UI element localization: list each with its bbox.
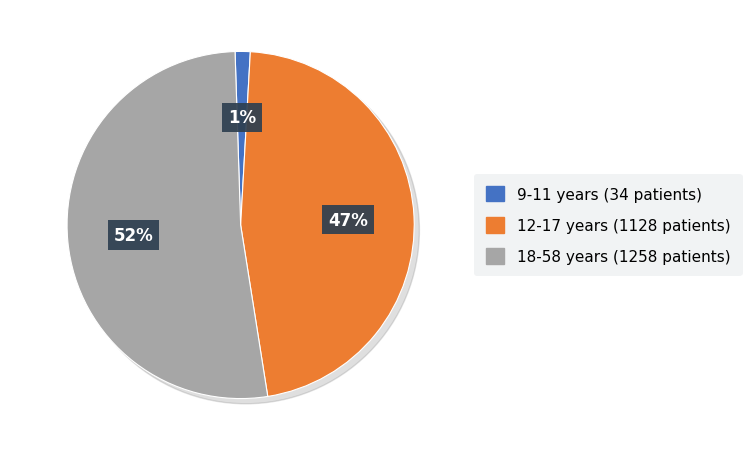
Text: 52%: 52% xyxy=(114,227,153,244)
Circle shape xyxy=(72,58,420,404)
Legend: 9-11 years (34 patients), 12-17 years (1128 patients), 18-58 years (1258 patient: 9-11 years (34 patients), 12-17 years (1… xyxy=(474,174,742,277)
Wedge shape xyxy=(241,53,414,396)
Text: 1%: 1% xyxy=(228,109,256,127)
Wedge shape xyxy=(235,52,250,226)
Wedge shape xyxy=(67,52,268,399)
Text: 47%: 47% xyxy=(328,211,368,229)
